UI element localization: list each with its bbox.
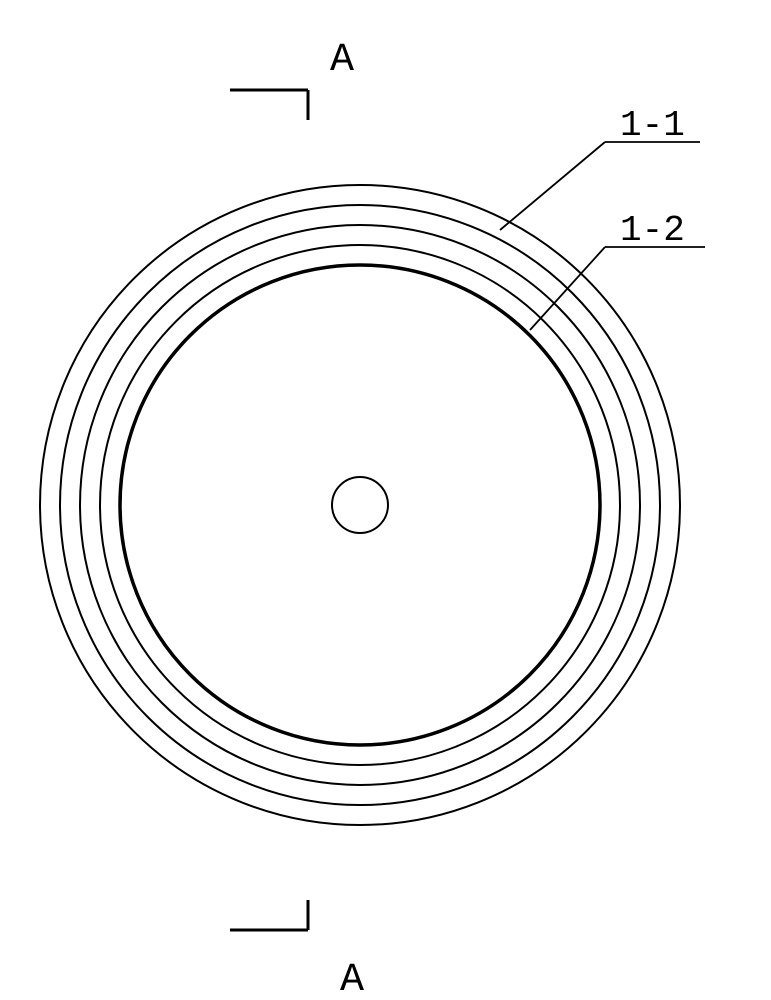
ring-4 — [120, 265, 600, 745]
center-hole — [332, 477, 388, 533]
ring-1 — [60, 205, 660, 805]
section-letter-top: A — [330, 38, 354, 83]
section-letter-bottom: A — [340, 958, 364, 1000]
callout-leader-1-1 — [500, 142, 605, 230]
ring-2 — [80, 225, 640, 785]
callout-label-1-2: 1-2 — [620, 210, 685, 251]
ring-3 — [100, 245, 620, 765]
callout-label-1-1: 1-1 — [620, 105, 685, 146]
ring-0 — [40, 185, 680, 825]
